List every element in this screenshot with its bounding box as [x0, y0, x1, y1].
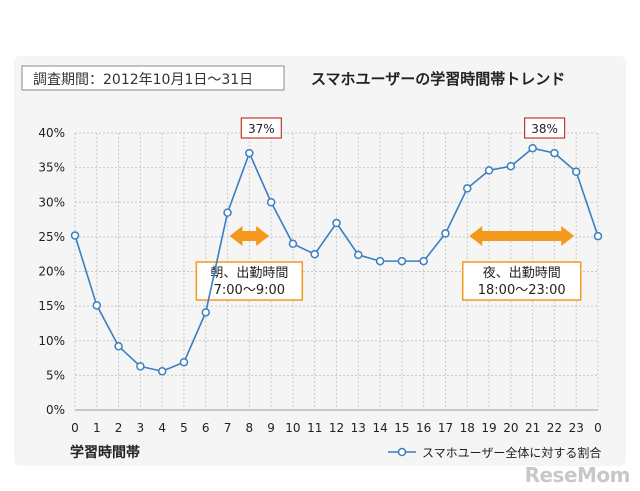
x-tick-label: 16	[416, 421, 431, 435]
data-point	[201, 308, 210, 317]
y-tick-label: 0%	[46, 403, 65, 417]
data-point	[484, 166, 494, 175]
data-point	[550, 148, 559, 158]
callout-line2: 18:00～23:00	[478, 283, 566, 298]
x-tick-label: 5	[180, 421, 188, 435]
x-tick-label: 23	[569, 421, 584, 435]
watermark-logo: ReseMom	[524, 463, 631, 487]
data-point	[70, 231, 80, 240]
callout-line1: 朝、出勤時間	[210, 266, 288, 281]
data-point	[506, 161, 516, 171]
callout-arrow-head-right	[256, 226, 270, 246]
x-tick-label: 20	[503, 421, 518, 435]
x-tick-label: 8	[246, 421, 254, 435]
x-tick-label: 22	[547, 421, 562, 435]
x-tick-label: 0	[594, 421, 602, 435]
data-point	[528, 143, 537, 153]
x-tick-label: 19	[481, 421, 496, 435]
callout-arrow-head-left	[469, 226, 483, 246]
data-point	[354, 250, 363, 260]
y-tick-label: 5%	[46, 368, 65, 382]
x-tick-label: 21	[525, 421, 540, 435]
data-point	[593, 231, 603, 241]
y-tick-label: 40%	[38, 126, 65, 140]
data-point	[571, 167, 581, 177]
data-point	[266, 198, 276, 207]
series-group	[70, 143, 603, 376]
y-tick-labels: 0% 5% 10% 15% 20% 25% 30% 35% 40%	[38, 126, 65, 417]
annotations: 37% 38%	[240, 117, 566, 139]
callout-box	[461, 261, 582, 301]
x-tick-label: 17	[438, 421, 453, 435]
data-point	[157, 366, 167, 376]
legend-series-label: スマホユーザー全体に対する割合	[422, 445, 601, 460]
callout-line2: 7:00～9:00	[214, 283, 285, 298]
data-point	[114, 342, 123, 351]
x-tick-label: 11	[307, 421, 322, 435]
peak-label: 38%	[531, 122, 558, 136]
x-tick-label: 4	[158, 421, 166, 435]
y-tick-label: 20%	[38, 265, 65, 279]
data-point	[136, 362, 145, 371]
x-tick-label: 2	[115, 421, 123, 435]
data-point	[245, 148, 254, 158]
y-tick-label: 30%	[38, 195, 65, 209]
peak-label-box	[240, 117, 282, 139]
x-tick-label: 3	[137, 421, 145, 435]
legend-marker-swatch	[397, 447, 407, 457]
x-tick-label: 9	[267, 421, 275, 435]
x-tick-label: 1	[93, 421, 101, 435]
data-point	[397, 256, 407, 266]
data-point	[223, 208, 232, 217]
chart-panel	[14, 56, 626, 466]
callouts: 朝、出勤時間 7:00～9:00 夜、出勤時間 18:00～23:00	[195, 226, 582, 301]
x-tick-labels: 0 1 2 3 4 5 6 7 8 9 10 11 12 13 14 15 16 17 18 19 20 21 22 23 0	[71, 421, 602, 435]
peak-label: 37%	[248, 122, 275, 136]
data-point	[288, 239, 298, 249]
callout-box	[195, 261, 304, 301]
callout-arrow-head-left	[229, 226, 243, 246]
x-tick-label: 6	[202, 421, 210, 435]
y-tick-label: 10%	[38, 334, 65, 348]
data-point	[441, 229, 450, 238]
grid	[74, 132, 599, 411]
x-tick-label: 10	[285, 421, 300, 435]
legend: スマホユーザー全体に対する割合	[388, 445, 601, 460]
x-tick-label: 7	[224, 421, 232, 435]
chart-title: スマホユーザーの学習時間帯トレンド	[311, 70, 565, 88]
peak-label-box	[524, 117, 566, 139]
period-box	[21, 65, 285, 91]
data-point	[179, 357, 189, 367]
x-tick-label: 18	[460, 421, 475, 435]
x-tick-label: 13	[351, 421, 366, 435]
data-point	[310, 249, 319, 259]
x-tick-label: 15	[394, 421, 409, 435]
data-point	[92, 301, 102, 310]
y-tick-label: 25%	[38, 230, 65, 244]
data-point	[419, 256, 428, 266]
x-tick-label: 12	[329, 421, 344, 435]
data-point	[332, 218, 341, 228]
x-tick-label: 0	[71, 421, 79, 435]
callout-arrow-head-right	[561, 226, 575, 246]
y-tick-label: 35%	[38, 161, 65, 175]
data-point	[463, 184, 472, 193]
data-point	[375, 256, 385, 266]
x-axis-label: 学習時間帯	[70, 444, 140, 461]
x-tick-label: 14	[372, 421, 387, 435]
callout-line1: 夜、出勤時間	[483, 266, 561, 281]
y-tick-label: 15%	[38, 299, 65, 313]
period-label: 調査期間：2012年10月1日～31日	[33, 72, 253, 88]
